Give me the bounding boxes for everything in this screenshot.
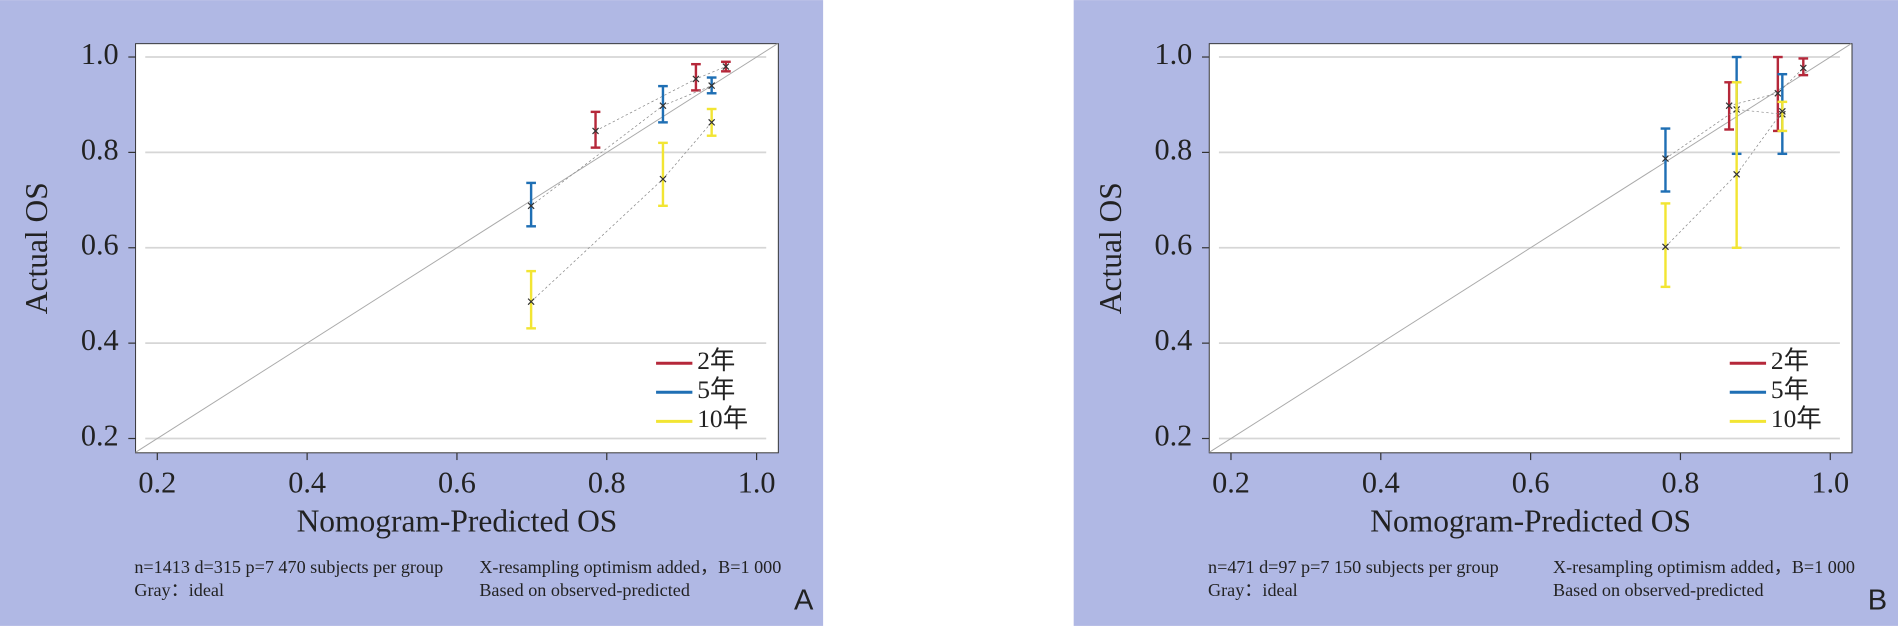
point — [592, 127, 599, 135]
error-bar — [658, 141, 668, 208]
ideal-line — [135, 43, 778, 453]
point — [527, 202, 535, 210]
error-bar — [590, 110, 601, 149]
y-tick-label: 0.6 — [81, 228, 119, 262]
point — [659, 175, 667, 183]
series-line — [1665, 109, 1783, 159]
y-tick-label: 0.4 — [81, 323, 119, 357]
y-tick-label: 0.6 — [1154, 228, 1192, 262]
note: Gray：ideal — [1208, 580, 1298, 600]
point — [708, 82, 716, 90]
y-tick-label: 1.0 — [81, 37, 119, 71]
y-tick-label: 0.8 — [1154, 132, 1192, 166]
y-axis-title: Actual OS — [19, 182, 54, 314]
ideal-line — [1208, 43, 1852, 453]
x-tick-label: 0.2 — [1212, 465, 1250, 499]
note: Based on observed-predicted — [479, 580, 690, 600]
legend-label: 10年 — [1771, 405, 1822, 433]
legend-label: 5年 — [697, 376, 735, 404]
point — [1733, 170, 1741, 178]
panel-label: B — [1868, 584, 1887, 616]
x-tick-label: 0.8 — [588, 465, 626, 499]
note: n=471 d=97 p=7 150 subjects per group — [1208, 557, 1499, 577]
point — [1799, 64, 1807, 72]
point — [1662, 243, 1669, 251]
note: X-resampling optimism added，B=1 000 — [1553, 557, 1855, 577]
legend-label: 5年 — [1771, 376, 1809, 404]
x-tick-label: 0.6 — [438, 465, 476, 499]
panel-label: A — [794, 584, 814, 616]
point — [1778, 107, 1786, 115]
x-tick-label: 0.4 — [1362, 465, 1400, 499]
error-bar — [526, 181, 536, 228]
point — [1774, 89, 1782, 97]
y-axis-title: Actual OS — [1093, 182, 1128, 314]
x-tick-label: 1.0 — [738, 465, 776, 499]
y-tick-label: 0.4 — [1154, 323, 1192, 357]
x-tick-label: 0.2 — [138, 465, 176, 499]
note: n=1413 d=315 p=7 470 subjects per group — [134, 557, 443, 577]
note: Gray：ideal — [134, 580, 224, 600]
error-bar — [1731, 81, 1742, 249]
point — [527, 298, 535, 306]
point — [1725, 102, 1733, 110]
error-bar — [1660, 202, 1671, 289]
error-bar — [1660, 127, 1671, 193]
x-tick-label: 0.8 — [1662, 465, 1700, 499]
legend-label: 10年 — [697, 405, 748, 433]
point — [708, 118, 716, 126]
y-tick-label: 1.0 — [1154, 37, 1192, 71]
y-tick-label: 0.8 — [81, 132, 119, 166]
point — [659, 102, 667, 110]
error-bar — [658, 84, 668, 124]
legend-label: 2年 — [697, 347, 735, 375]
x-tick-label: 1.0 — [1811, 465, 1849, 499]
note: X-resampling optimism added，B=1 000 — [479, 557, 781, 577]
y-tick-label: 0.2 — [1154, 418, 1192, 452]
x-tick-label: 0.4 — [288, 465, 326, 499]
x-axis-title: Nomogram-Predicted OS — [297, 503, 618, 538]
point — [692, 75, 700, 83]
point — [1662, 155, 1669, 163]
error-bar — [526, 269, 536, 330]
y-tick-label: 0.2 — [81, 418, 119, 452]
note: Based on observed-predicted — [1553, 580, 1764, 600]
error-bar — [1798, 57, 1809, 77]
x-tick-label: 0.6 — [1512, 465, 1550, 499]
error-bar — [1777, 100, 1788, 133]
point — [722, 63, 730, 71]
legend-label: 2年 — [1771, 347, 1809, 375]
x-axis-title: Nomogram-Predicted OS — [1370, 503, 1691, 538]
